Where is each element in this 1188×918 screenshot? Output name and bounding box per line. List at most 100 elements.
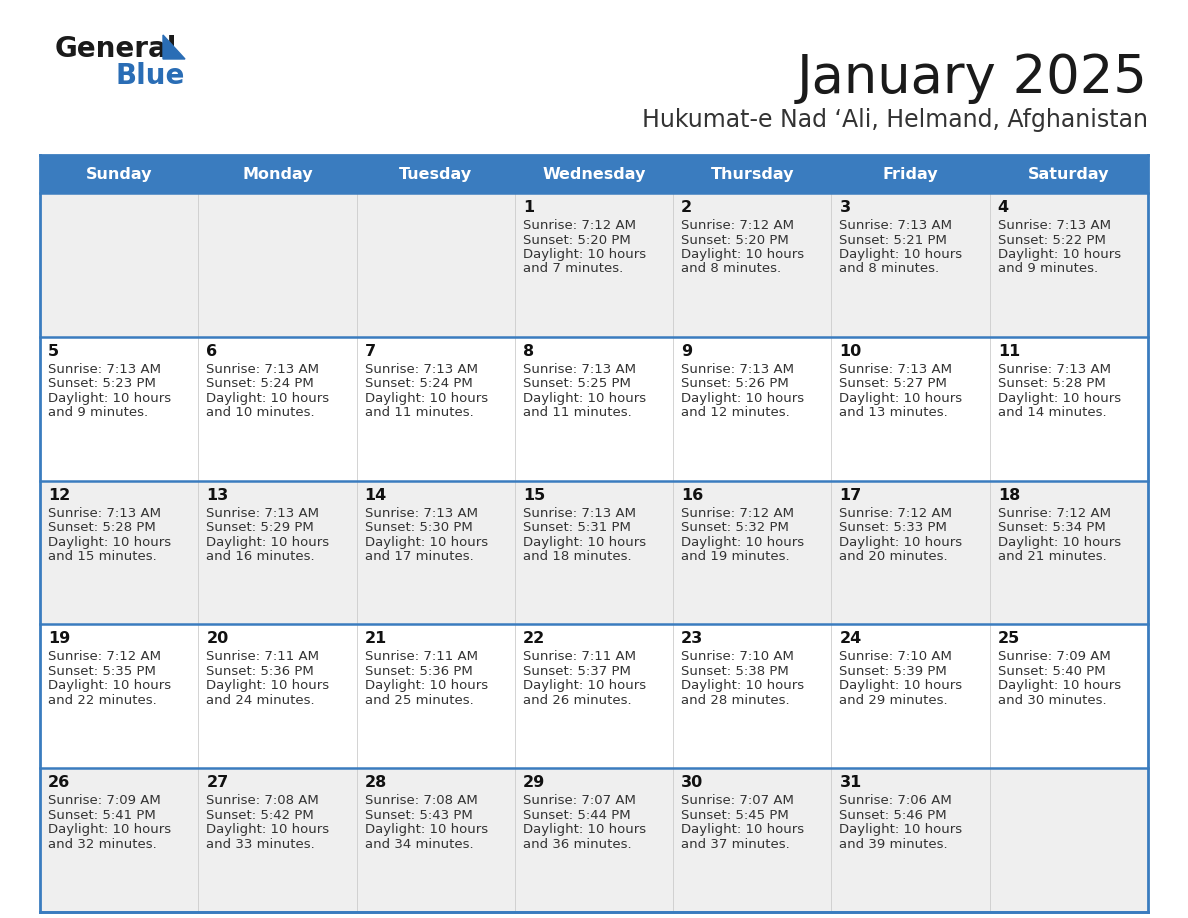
Text: 18: 18 xyxy=(998,487,1020,502)
Text: Sunset: 5:22 PM: Sunset: 5:22 PM xyxy=(998,233,1106,247)
Text: 8: 8 xyxy=(523,344,533,359)
Text: Daylight: 10 hours: Daylight: 10 hours xyxy=(681,392,804,405)
Text: 23: 23 xyxy=(681,632,703,646)
Text: and 13 minutes.: and 13 minutes. xyxy=(840,407,948,420)
Text: Sunrise: 7:12 AM: Sunrise: 7:12 AM xyxy=(998,507,1111,520)
Text: 14: 14 xyxy=(365,487,387,502)
Text: Sunset: 5:35 PM: Sunset: 5:35 PM xyxy=(48,665,156,677)
Text: Daylight: 10 hours: Daylight: 10 hours xyxy=(365,392,488,405)
Bar xyxy=(356,624,514,768)
Text: and 30 minutes.: and 30 minutes. xyxy=(998,694,1106,707)
Text: Sunset: 5:34 PM: Sunset: 5:34 PM xyxy=(998,521,1106,534)
Text: Hukumat-e Nad ‘Ali, Helmand, Afghanistan: Hukumat-e Nad ‘Ali, Helmand, Afghanistan xyxy=(642,108,1148,132)
Text: Daylight: 10 hours: Daylight: 10 hours xyxy=(48,679,171,692)
Bar xyxy=(40,337,198,481)
Text: Sunset: 5:45 PM: Sunset: 5:45 PM xyxy=(681,809,789,822)
Text: and 25 minutes.: and 25 minutes. xyxy=(365,694,473,707)
Text: Sunday: Sunday xyxy=(86,166,152,182)
Text: 24: 24 xyxy=(840,632,861,646)
Text: Daylight: 10 hours: Daylight: 10 hours xyxy=(681,248,804,261)
Text: and 14 minutes.: and 14 minutes. xyxy=(998,407,1106,420)
Bar xyxy=(674,481,832,624)
Text: 29: 29 xyxy=(523,775,545,790)
Text: Daylight: 10 hours: Daylight: 10 hours xyxy=(840,248,962,261)
Text: 11: 11 xyxy=(998,344,1020,359)
Text: Sunrise: 7:08 AM: Sunrise: 7:08 AM xyxy=(365,794,478,807)
Text: 15: 15 xyxy=(523,487,545,502)
Text: 12: 12 xyxy=(48,487,70,502)
Text: General: General xyxy=(55,35,177,63)
Text: and 32 minutes.: and 32 minutes. xyxy=(48,838,157,851)
Bar xyxy=(832,481,990,624)
Bar xyxy=(356,155,514,193)
Text: Sunset: 5:20 PM: Sunset: 5:20 PM xyxy=(681,233,789,247)
Text: 4: 4 xyxy=(998,200,1009,215)
Text: Sunrise: 7:13 AM: Sunrise: 7:13 AM xyxy=(523,363,636,375)
Bar xyxy=(832,193,990,337)
Text: Daylight: 10 hours: Daylight: 10 hours xyxy=(48,535,171,549)
Bar xyxy=(990,155,1148,193)
Bar xyxy=(198,193,356,337)
Text: and 8 minutes.: and 8 minutes. xyxy=(840,263,940,275)
Text: and 11 minutes.: and 11 minutes. xyxy=(365,407,473,420)
Bar xyxy=(674,768,832,912)
Text: Sunrise: 7:12 AM: Sunrise: 7:12 AM xyxy=(681,219,794,232)
Text: and 36 minutes.: and 36 minutes. xyxy=(523,838,632,851)
Text: Sunrise: 7:09 AM: Sunrise: 7:09 AM xyxy=(998,650,1111,664)
Text: and 11 minutes.: and 11 minutes. xyxy=(523,407,632,420)
Bar xyxy=(198,155,356,193)
Bar xyxy=(990,193,1148,337)
Bar xyxy=(990,481,1148,624)
Text: Daylight: 10 hours: Daylight: 10 hours xyxy=(998,535,1120,549)
Text: and 16 minutes.: and 16 minutes. xyxy=(207,550,315,563)
Text: Sunrise: 7:13 AM: Sunrise: 7:13 AM xyxy=(998,219,1111,232)
Polygon shape xyxy=(163,35,185,59)
Text: Daylight: 10 hours: Daylight: 10 hours xyxy=(998,679,1120,692)
Text: Daylight: 10 hours: Daylight: 10 hours xyxy=(207,679,329,692)
Text: Daylight: 10 hours: Daylight: 10 hours xyxy=(523,823,646,836)
Text: and 18 minutes.: and 18 minutes. xyxy=(523,550,632,563)
Text: 21: 21 xyxy=(365,632,387,646)
Text: and 8 minutes.: and 8 minutes. xyxy=(681,263,782,275)
Text: Friday: Friday xyxy=(883,166,939,182)
Text: and 17 minutes.: and 17 minutes. xyxy=(365,550,473,563)
Text: Sunset: 5:37 PM: Sunset: 5:37 PM xyxy=(523,665,631,677)
Text: Sunrise: 7:12 AM: Sunrise: 7:12 AM xyxy=(681,507,794,520)
Text: Sunset: 5:30 PM: Sunset: 5:30 PM xyxy=(365,521,473,534)
Bar xyxy=(832,768,990,912)
Text: Sunrise: 7:06 AM: Sunrise: 7:06 AM xyxy=(840,794,952,807)
Text: Sunrise: 7:11 AM: Sunrise: 7:11 AM xyxy=(207,650,320,664)
Text: Sunrise: 7:07 AM: Sunrise: 7:07 AM xyxy=(681,794,794,807)
Text: Sunset: 5:32 PM: Sunset: 5:32 PM xyxy=(681,521,789,534)
Text: Daylight: 10 hours: Daylight: 10 hours xyxy=(365,535,488,549)
Text: and 37 minutes.: and 37 minutes. xyxy=(681,838,790,851)
Text: and 29 minutes.: and 29 minutes. xyxy=(840,694,948,707)
Text: Sunset: 5:24 PM: Sunset: 5:24 PM xyxy=(365,377,473,390)
Text: Sunset: 5:36 PM: Sunset: 5:36 PM xyxy=(207,665,314,677)
Text: Sunset: 5:33 PM: Sunset: 5:33 PM xyxy=(840,521,947,534)
Text: Sunrise: 7:13 AM: Sunrise: 7:13 AM xyxy=(523,507,636,520)
Text: 5: 5 xyxy=(48,344,59,359)
Text: Daylight: 10 hours: Daylight: 10 hours xyxy=(523,392,646,405)
Bar xyxy=(40,481,198,624)
Text: Daylight: 10 hours: Daylight: 10 hours xyxy=(207,535,329,549)
Text: Daylight: 10 hours: Daylight: 10 hours xyxy=(840,535,962,549)
Text: Sunset: 5:28 PM: Sunset: 5:28 PM xyxy=(998,377,1106,390)
Bar xyxy=(198,337,356,481)
Text: Daylight: 10 hours: Daylight: 10 hours xyxy=(365,823,488,836)
Bar xyxy=(356,481,514,624)
Text: 28: 28 xyxy=(365,775,387,790)
Text: 13: 13 xyxy=(207,487,228,502)
Text: and 24 minutes.: and 24 minutes. xyxy=(207,694,315,707)
Text: Saturday: Saturday xyxy=(1028,166,1110,182)
Text: Sunset: 5:42 PM: Sunset: 5:42 PM xyxy=(207,809,314,822)
Text: Sunrise: 7:13 AM: Sunrise: 7:13 AM xyxy=(48,363,162,375)
Bar xyxy=(674,624,832,768)
Text: Sunrise: 7:13 AM: Sunrise: 7:13 AM xyxy=(48,507,162,520)
Text: Sunrise: 7:12 AM: Sunrise: 7:12 AM xyxy=(840,507,953,520)
Text: Daylight: 10 hours: Daylight: 10 hours xyxy=(207,392,329,405)
Bar xyxy=(514,193,674,337)
Text: Daylight: 10 hours: Daylight: 10 hours xyxy=(840,823,962,836)
Text: and 15 minutes.: and 15 minutes. xyxy=(48,550,157,563)
Text: and 21 minutes.: and 21 minutes. xyxy=(998,550,1106,563)
